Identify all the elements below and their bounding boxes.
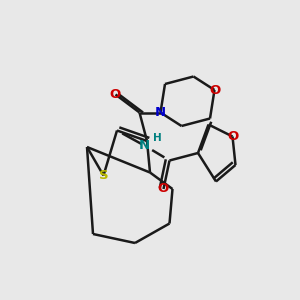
Text: N: N	[155, 106, 166, 119]
Text: S: S	[99, 169, 108, 182]
Text: H: H	[153, 133, 162, 143]
Text: O: O	[158, 182, 169, 196]
Text: O: O	[227, 130, 238, 143]
Text: O: O	[110, 88, 121, 101]
Text: O: O	[209, 83, 220, 97]
Text: N: N	[138, 139, 150, 152]
